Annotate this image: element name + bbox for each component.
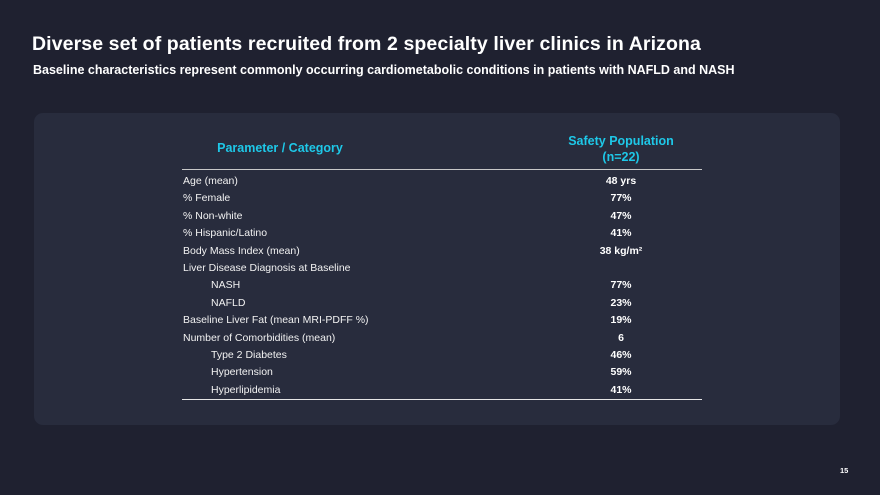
table-panel	[34, 113, 840, 425]
row-label: Liver Disease Diagnosis at Baseline	[183, 261, 351, 274]
row-label: Baseline Liver Fat (mean MRI-PDFF %)	[183, 314, 369, 327]
row-label: Hypertension	[211, 366, 273, 379]
row-label: % Female	[183, 192, 231, 205]
table-body: Age (mean) 48 yrs % Female 77% % Non-whi…	[182, 170, 702, 401]
table-header: Parameter / Category Safety Population (…	[182, 132, 702, 170]
header-parameter-category: Parameter / Category	[217, 141, 343, 155]
slide-title: Diverse set of patients recruited from 2…	[32, 33, 701, 55]
table-row-non-white: % Non-white 47%	[182, 207, 702, 224]
table-row-hyperlipidemia: Hyperlipidemia 41%	[182, 381, 702, 398]
table-row-hypertension: Hypertension 59%	[182, 363, 702, 380]
header-safety-population-line1: Safety Population	[568, 134, 674, 148]
baseline-characteristics-table: Parameter / Category Safety Population (…	[182, 132, 702, 401]
row-label: % Hispanic/Latino	[183, 227, 268, 240]
table-row-age: Age (mean) 48 yrs	[182, 172, 702, 189]
row-value: 19%	[610, 314, 632, 327]
row-label: Number of Comorbidities (mean)	[183, 331, 336, 344]
row-value: 48 yrs	[605, 175, 637, 187]
row-value: 47%	[610, 209, 632, 222]
page-number: 15	[840, 466, 849, 475]
row-value: 6	[618, 331, 624, 344]
row-value: 77%	[610, 192, 632, 205]
header-safety-population: Safety Population (n=22)	[542, 133, 700, 165]
row-value: 23%	[610, 296, 632, 309]
row-value: 41%	[610, 383, 632, 396]
row-value: 38 kg/m²	[599, 244, 643, 257]
row-value: 59%	[610, 366, 632, 379]
table-row-hispanic-latino: % Hispanic/Latino 41%	[182, 224, 702, 241]
table-row-comorbidities: Number of Comorbidities (mean) 6	[182, 329, 702, 346]
row-label: Age (mean)	[183, 175, 238, 187]
row-label: NASH	[211, 279, 241, 292]
row-label: Hyperlipidemia	[211, 383, 281, 396]
row-value: 77%	[610, 279, 632, 292]
table-row-type2-diabetes: Type 2 Diabetes 46%	[182, 346, 702, 363]
table-row-nash: NASH 77%	[182, 276, 702, 293]
row-label: Type 2 Diabetes	[211, 348, 287, 361]
row-label: % Non-white	[183, 209, 243, 222]
header-safety-population-line2: (n=22)	[602, 150, 640, 164]
row-label: Body Mass Index (mean)	[183, 244, 300, 257]
row-value: 41%	[610, 227, 632, 240]
table-row-female: % Female 77%	[182, 189, 702, 206]
table-row-liver-diagnosis: Liver Disease Diagnosis at Baseline	[182, 259, 702, 276]
table-row-liver-fat: Baseline Liver Fat (mean MRI-PDFF %) 19%	[182, 311, 702, 328]
row-label: NAFLD	[211, 296, 246, 309]
row-value: 46%	[610, 348, 632, 361]
table-row-nafld: NAFLD 23%	[182, 294, 702, 311]
slide-subtitle: Baseline characteristics represent commo…	[33, 63, 735, 77]
table-row-bmi: Body Mass Index (mean) 38 kg/m²	[182, 242, 702, 259]
